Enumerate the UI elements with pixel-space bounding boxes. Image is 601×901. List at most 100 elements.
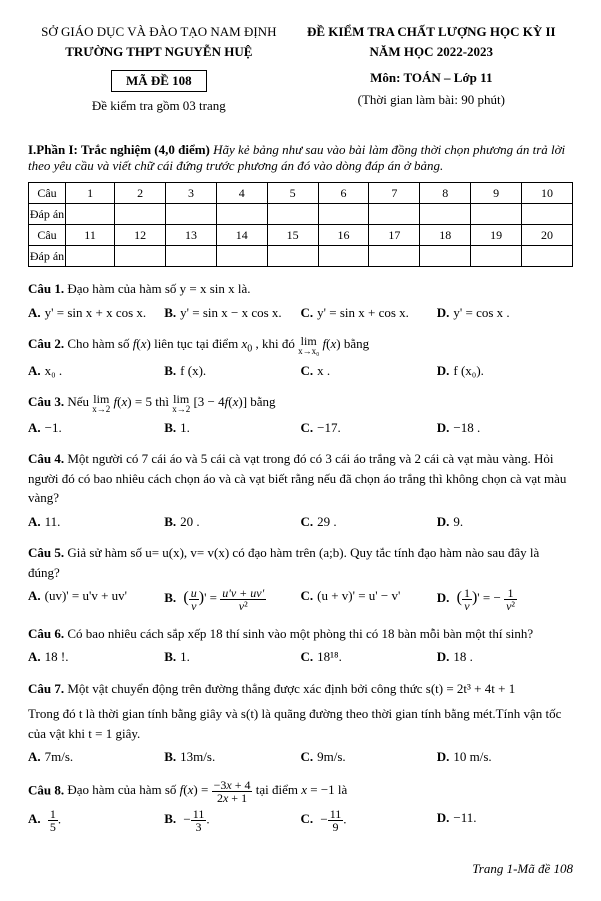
cell <box>420 204 471 225</box>
cell: 20 <box>522 225 573 246</box>
cell: 14 <box>216 225 267 246</box>
cell <box>216 246 267 267</box>
cell: 19 <box>471 225 522 246</box>
cell <box>471 204 522 225</box>
row-label: Câu <box>29 225 66 246</box>
q-text: Một người có 7 cái áo và 5 cái cà vạt tr… <box>28 451 566 505</box>
options: A.(uv)' = u'v + uv' B. (uv)' = u'v + uv'… <box>28 586 573 612</box>
option-c: C.y' = sin x + cos x. <box>301 303 437 323</box>
cell <box>166 246 217 267</box>
question-8: Câu 8. Đạo hàm của hàm số f(x) = −3x + 4… <box>28 779 573 833</box>
cell: 13 <box>166 225 217 246</box>
options: A.x₀ . B.f (x). C.x . D.f (x₀). <box>28 361 573 381</box>
table-row: Câu 1 2 3 4 5 6 7 8 9 10 <box>29 183 573 204</box>
time: (Thời gian làm bài: 90 phút) <box>290 92 573 108</box>
exam-title: ĐỀ KIỂM TRA CHẤT LƯỢNG HỌC KỲ II <box>290 24 573 40</box>
options: A.7m/s. B.13m/s. C.9m/s. D.10 m/s. <box>28 747 573 767</box>
q-num: Câu 2. <box>28 336 64 351</box>
exam-code: MÃ ĐỀ 108 <box>111 70 207 92</box>
cell: 17 <box>369 225 420 246</box>
question-3: Câu 3. Nếu limx→2 f(x) = 5 thì limx→2 [3… <box>28 392 573 437</box>
options: A. 15. B. −113. C. −119. D.−11. <box>28 808 573 833</box>
option-d: D.−18 . <box>437 418 573 438</box>
option-d: D.18 . <box>437 647 573 667</box>
cell <box>115 246 166 267</box>
cell <box>166 204 217 225</box>
option-d: D.10 m/s. <box>437 747 573 767</box>
year: NĂM HỌC 2022-2023 <box>290 44 573 60</box>
option-b: B.f (x). <box>164 361 300 381</box>
options: A.18 !. B.1. C.18¹⁸. D.18 . <box>28 647 573 667</box>
row-label: Đáp án <box>29 204 66 225</box>
question-7: Câu 7. Một vật chuyển động trên đường th… <box>28 679 573 767</box>
cell: 11 <box>66 225 115 246</box>
option-b: B.1. <box>164 418 300 438</box>
cell: 12 <box>115 225 166 246</box>
row-label: Đáp án <box>29 246 66 267</box>
option-a: A.(uv)' = u'v + uv' <box>28 586 164 612</box>
header-right: ĐỀ KIỂM TRA CHẤT LƯỢNG HỌC KỲ II NĂM HỌC… <box>290 24 573 108</box>
option-d: D.−11. <box>437 808 573 833</box>
question-1: Câu 1. Đạo hàm của hàm số y = x sin x là… <box>28 279 573 322</box>
option-a: A.x₀ . <box>28 361 164 381</box>
q-num: Câu 8. <box>28 782 64 797</box>
cell <box>66 204 115 225</box>
option-b: B.13m/s. <box>164 747 300 767</box>
option-c: C.9m/s. <box>301 747 437 767</box>
question-2: Câu 2. Cho hàm số f(x) liên tục tại điểm… <box>28 334 573 380</box>
q-text: Giả sử hàm số u= u(x), v= v(x) có đạo hà… <box>28 545 539 580</box>
school: TRƯỜNG THPT NGUYỄN HUỆ <box>28 44 290 60</box>
dept: SỞ GIÁO DỤC VÀ ĐÀO TẠO NAM ĐỊNH <box>28 24 290 40</box>
option-a: A.7m/s. <box>28 747 164 767</box>
cell: 16 <box>318 225 369 246</box>
cell <box>522 204 573 225</box>
option-c: C.x . <box>301 361 437 381</box>
option-c: C.18¹⁸. <box>301 647 437 667</box>
q-text: Đạo hàm của hàm số y = x sin x là. <box>67 281 250 296</box>
option-c: C. −119. <box>301 808 437 833</box>
cell: 18 <box>420 225 471 246</box>
option-d: D.f (x₀). <box>437 361 573 381</box>
table-row: Đáp án <box>29 204 573 225</box>
option-b: B.1. <box>164 647 300 667</box>
cell <box>267 246 318 267</box>
cell: 15 <box>267 225 318 246</box>
question-5: Câu 5. Giả sử hàm số u= u(x), v= v(x) có… <box>28 543 573 612</box>
pages-note: Đề kiểm tra gồm 03 trang <box>28 98 290 114</box>
option-a: A.11. <box>28 512 164 532</box>
table-row: Đáp án <box>29 246 573 267</box>
cell: 8 <box>420 183 471 204</box>
option-b: B.y' = sin x − x cos x. <box>164 303 300 323</box>
q-num: Câu 3. <box>28 394 64 409</box>
section-title: I.Phần I: Trắc nghiệm (4,0 điểm) <box>28 142 210 157</box>
option-b: B. −113. <box>164 808 300 833</box>
cell: 4 <box>216 183 267 204</box>
option-a: A. 15. <box>28 808 164 833</box>
q-text: Có bao nhiêu cách sắp xếp 18 thí sinh và… <box>67 626 533 641</box>
cell <box>66 246 115 267</box>
cell <box>318 246 369 267</box>
option-d: D. (1v)' = − 1v² <box>437 586 573 612</box>
cell <box>369 246 420 267</box>
row-label: Câu <box>29 183 66 204</box>
q-text-2: Trong đó t là thời gian tính bằng giây v… <box>28 704 573 743</box>
cell <box>471 246 522 267</box>
cell: 3 <box>166 183 217 204</box>
q-num: Câu 6. <box>28 626 64 641</box>
option-c: C.−17. <box>301 418 437 438</box>
question-6: Câu 6. Có bao nhiêu cách sắp xếp 18 thí … <box>28 624 573 667</box>
page-footer: Trang 1-Mã đề 108 <box>28 861 573 877</box>
option-c: C.(u + v)' = u' − v' <box>301 586 437 612</box>
option-b: B.20 . <box>164 512 300 532</box>
option-b: B. (uv)' = u'v + uv'v² <box>164 586 300 612</box>
q-num: Câu 1. <box>28 281 64 296</box>
q-text: Cho hàm số f(x) liên tục tại điểm x0 , k… <box>67 336 369 351</box>
cell <box>318 204 369 225</box>
options: A.y' = sin x + x cos x. B.y' = sin x − x… <box>28 303 573 323</box>
q-num: Câu 4. <box>28 451 64 466</box>
cell: 5 <box>267 183 318 204</box>
q-text: Một vật chuyển động trên đường thẳng đượ… <box>67 681 515 696</box>
q-text: Nếu limx→2 f(x) = 5 thì limx→2 [3 − 4f(x… <box>67 394 275 409</box>
cell: 9 <box>471 183 522 204</box>
section-intro: I.Phần I: Trắc nghiệm (4,0 điểm) Hãy kẻ … <box>28 142 573 174</box>
